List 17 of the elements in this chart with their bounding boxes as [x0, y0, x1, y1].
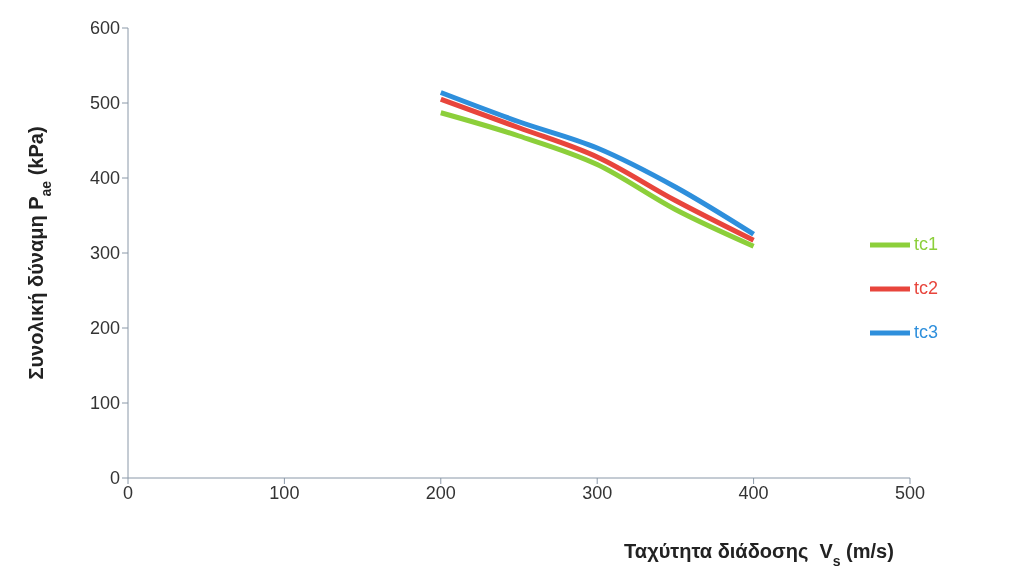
x-tick-label: 500 — [894, 482, 926, 503]
x-tick-label: 0 — [122, 482, 134, 503]
y-tick-label: 600 — [89, 18, 120, 39]
y-tick-label: 500 — [89, 93, 120, 114]
y-tick-label: 100 — [89, 393, 120, 414]
legend-label: tc3 — [913, 322, 938, 342]
x-axis-title: Ταχύτητα διάδοσης V$_{s}$ (m/s) — [624, 540, 894, 569]
legend-label: tc1 — [913, 234, 938, 254]
y-tick-label: 300 — [89, 243, 120, 264]
y-tick-label: 0 — [109, 468, 120, 489]
y-tick-label: 200 — [89, 318, 120, 339]
x-tick-label: 100 — [269, 482, 300, 503]
x-tick-label: 400 — [738, 482, 769, 503]
y-tick-label: 400 — [89, 168, 120, 189]
x-tick-label: 300 — [582, 482, 613, 503]
x-tick-label: 200 — [425, 482, 456, 503]
legend-label: tc2 — [913, 278, 938, 298]
